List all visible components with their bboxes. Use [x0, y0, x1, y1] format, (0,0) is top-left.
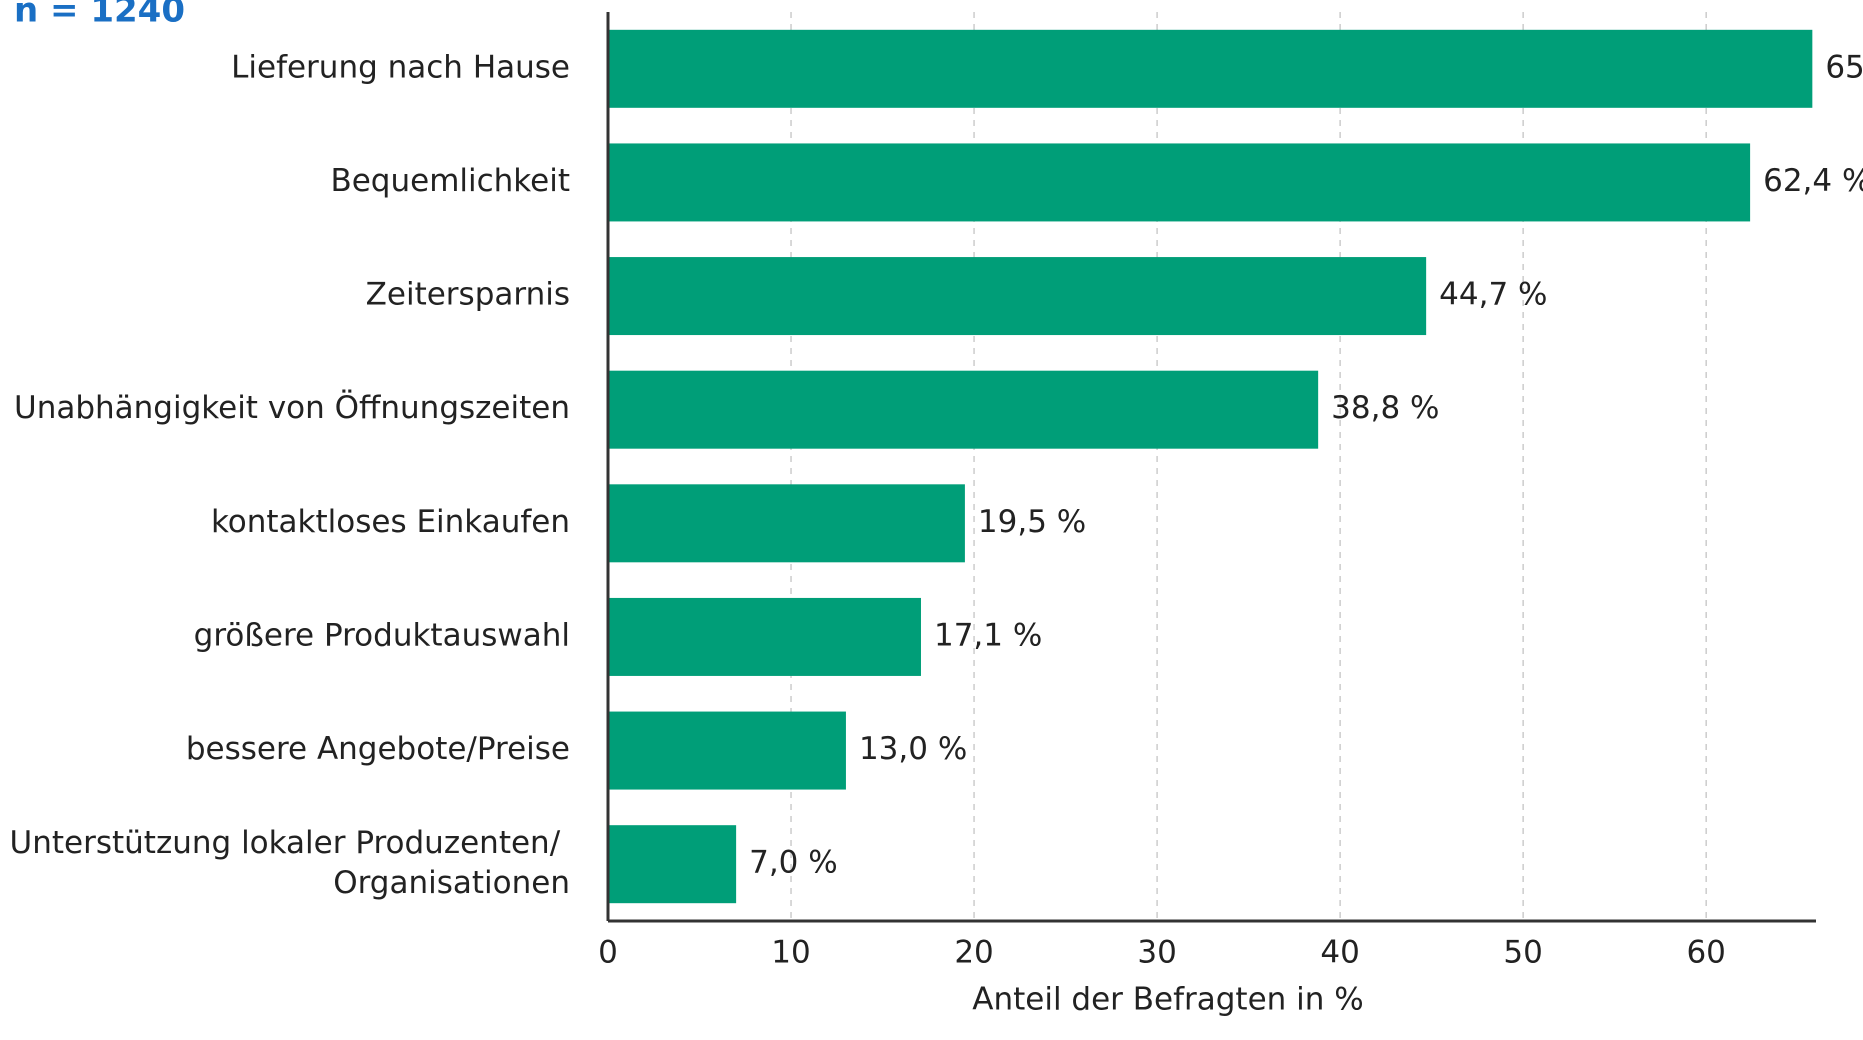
value-label: 7,0 %: [749, 845, 838, 881]
x-tick-label: 60: [1686, 935, 1725, 971]
y-tick-label: Unterstützung lokaler Produzenten/ Organ…: [10, 825, 570, 901]
x-tick-label: 50: [1503, 935, 1542, 971]
y-tick-label: Bequemlichkeit: [330, 163, 570, 199]
bar: [608, 825, 737, 904]
x-axis-label: Anteil der Befragten in %: [972, 982, 1363, 1018]
y-tick-label: Lieferung nach Hause: [231, 49, 570, 85]
value-label: 65,8 %: [1825, 49, 1863, 85]
bar: [608, 711, 846, 790]
y-tick-label: kontaktloses Einkaufen: [211, 504, 570, 540]
bar: [608, 370, 1319, 449]
value-label: 13,0 %: [859, 731, 967, 767]
x-tick-label: 20: [954, 935, 993, 971]
bar: [608, 143, 1751, 222]
y-tick-label: größere Produktauswahl: [194, 617, 570, 653]
x-tick-label: 30: [1137, 935, 1176, 971]
value-label: 44,7 %: [1439, 277, 1547, 313]
x-tick-label: 0: [598, 935, 618, 971]
x-tick-label: 40: [1320, 935, 1359, 971]
y-tick-label: Zeitersparnis: [366, 277, 570, 313]
value-label: 19,5 %: [978, 504, 1086, 540]
value-label: 38,8 %: [1331, 390, 1439, 426]
value-label: 62,4 %: [1763, 163, 1863, 199]
bar: [608, 257, 1427, 336]
y-tick-label: Unabhängigkeit von Öffnungszeiten: [14, 389, 570, 426]
bar: [608, 484, 965, 563]
x-tick-label: 10: [771, 935, 810, 971]
bar: [608, 597, 921, 676]
y-tick-label: bessere Angebote/Preise: [186, 731, 570, 767]
chart-title: n = 1240: [14, 0, 185, 31]
bar: [608, 29, 1813, 108]
value-label: 17,1 %: [934, 617, 1042, 653]
